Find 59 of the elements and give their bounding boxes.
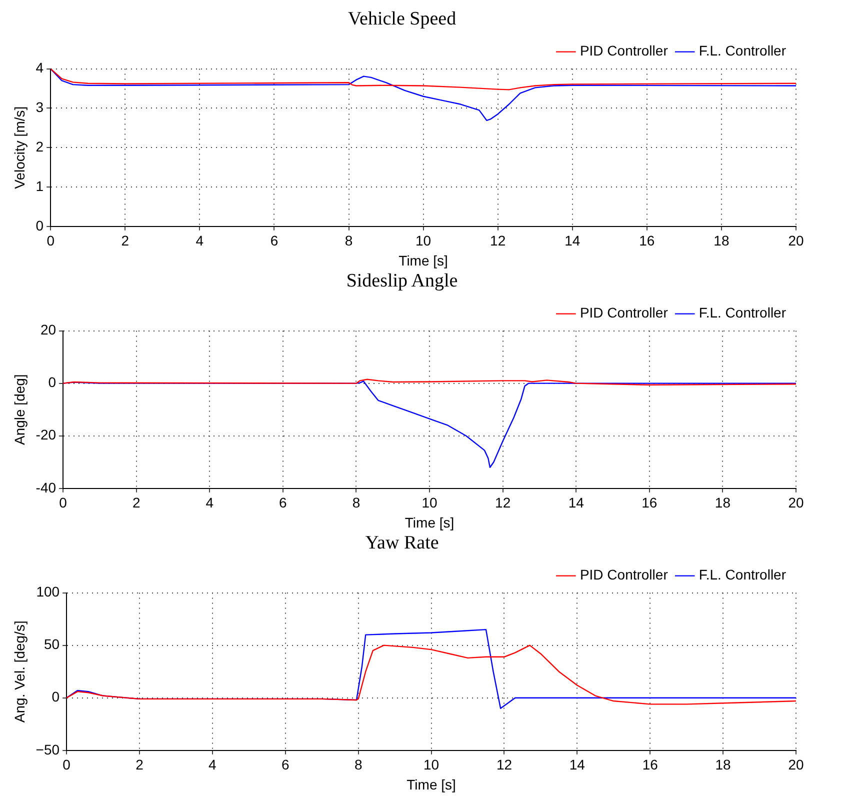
x-tick-label: 10 <box>416 232 432 249</box>
legend-label: F.L. Controller <box>698 566 786 583</box>
x-tick-label: 6 <box>279 494 288 511</box>
x-tick-label: 2 <box>132 494 140 511</box>
y-axis-title: Velocity [m/s] <box>11 106 28 189</box>
y-tick-label: 1 <box>36 178 44 194</box>
y-tick-label: -40 <box>36 479 56 496</box>
y-tick-label: 50 <box>44 636 60 652</box>
y-tick-label: −50 <box>36 741 60 758</box>
x-tick-label: 16 <box>642 756 658 773</box>
x-tick-label: 16 <box>642 494 658 511</box>
y-axis-title: Angle [deg] <box>11 374 28 446</box>
x-tick-label: 4 <box>208 756 217 773</box>
y-tick-label: 4 <box>36 60 44 76</box>
chart-title: Yaw Rate <box>365 532 439 554</box>
legend-label: PID Controller <box>580 566 668 583</box>
x-tick-label: 12 <box>496 756 512 773</box>
x-tick-label: 18 <box>715 756 732 773</box>
x-tick-label: 2 <box>121 232 130 249</box>
y-axis-title: Ang. Vel. [deg/s] <box>11 620 28 723</box>
x-tick-label: 20 <box>788 756 804 773</box>
x-tick-label: 0 <box>62 756 71 773</box>
x-tick-label: 14 <box>568 494 584 511</box>
x-tick-label: 8 <box>354 756 362 773</box>
x-axis-title: Time [s] <box>398 252 448 268</box>
x-tick-label: 14 <box>564 232 580 249</box>
x-tick-label: 18 <box>714 494 731 511</box>
x-tick-label: 14 <box>569 756 586 773</box>
legend-label: F.L. Controller <box>698 42 786 59</box>
y-tick-label: 2 <box>36 138 44 154</box>
y-tick-label: 0 <box>52 688 60 705</box>
x-axis-title: Time [s] <box>406 776 456 792</box>
x-tick-label: 8 <box>352 494 360 511</box>
x-tick-label: 10 <box>422 494 438 511</box>
y-tick-label: 100 <box>36 584 60 600</box>
y-tick-label: 0 <box>48 374 56 390</box>
y-tick-label: 3 <box>36 99 44 116</box>
x-tick-label: 4 <box>196 232 204 249</box>
x-tick-label: 12 <box>490 232 506 249</box>
legend-label: F.L. Controller <box>698 304 786 321</box>
x-tick-label: 20 <box>788 232 804 249</box>
x-tick-label: 6 <box>270 232 278 249</box>
chart-title: Vehicle Speed <box>348 8 457 30</box>
y-tick-label: 0 <box>36 217 44 234</box>
x-tick-label: 12 <box>495 494 511 511</box>
x-axis-title: Time [s] <box>404 514 454 530</box>
x-tick-label: 10 <box>423 756 440 773</box>
x-tick-label: 2 <box>136 756 144 773</box>
x-tick-label: 4 <box>206 494 214 511</box>
x-tick-label: 8 <box>344 232 353 249</box>
x-tick-label: 18 <box>714 232 730 249</box>
legend-label: PID Controller <box>580 42 668 59</box>
legend-label: PID Controller <box>580 304 668 321</box>
x-tick-label: 16 <box>639 232 655 249</box>
chart-title: Sideslip Angle <box>346 270 458 292</box>
y-tick-label: 20 <box>40 322 56 338</box>
x-tick-label: 20 <box>788 494 804 511</box>
y-tick-label: -20 <box>36 426 56 443</box>
x-tick-label: 6 <box>281 756 290 773</box>
